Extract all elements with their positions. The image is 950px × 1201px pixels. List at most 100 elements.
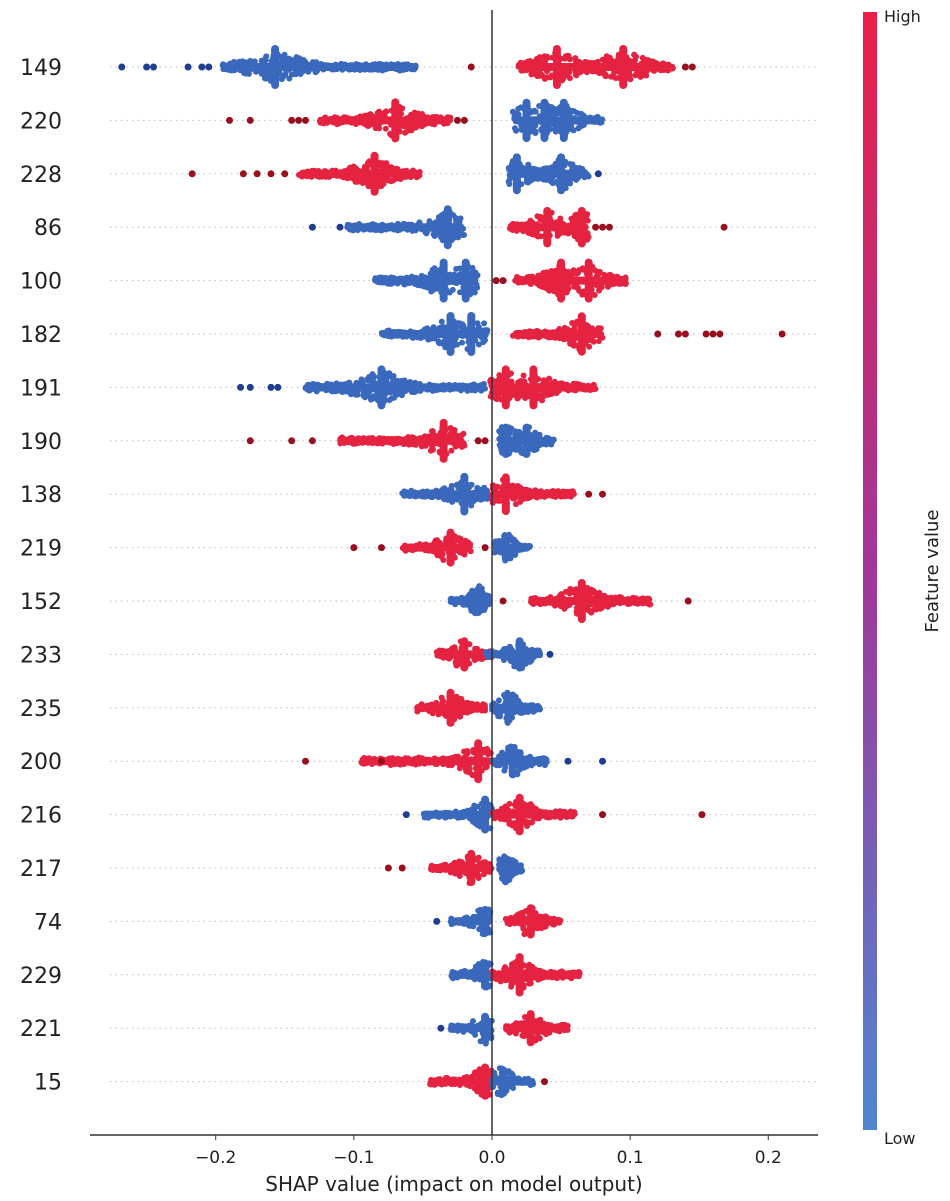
outlier-point	[246, 116, 254, 124]
point	[566, 55, 573, 62]
point	[572, 342, 579, 349]
point	[367, 396, 374, 403]
point	[552, 126, 559, 133]
point	[612, 74, 619, 81]
point	[446, 289, 453, 296]
point	[258, 70, 265, 77]
point	[603, 53, 610, 60]
outlier-point	[709, 330, 717, 338]
point	[455, 535, 462, 542]
point-band	[298, 169, 421, 178]
outlier-point	[336, 223, 344, 231]
point	[379, 110, 386, 117]
outlier-point	[460, 116, 468, 124]
point-band	[402, 490, 490, 499]
point-band	[498, 436, 555, 445]
cluster-high	[399, 528, 474, 567]
point-band	[494, 543, 531, 552]
point	[364, 159, 371, 166]
outlier-point	[674, 330, 682, 338]
point-band	[374, 276, 479, 285]
point	[534, 233, 541, 240]
point	[574, 109, 581, 116]
point-band	[508, 169, 589, 178]
outlier-point	[492, 277, 500, 285]
point	[540, 377, 547, 384]
point-band	[509, 223, 589, 232]
point-band	[381, 330, 488, 338]
outlier-point	[681, 63, 689, 71]
cluster-low	[302, 365, 488, 410]
outlier-point	[205, 63, 213, 71]
point-band	[305, 383, 486, 392]
point	[382, 125, 389, 132]
point	[362, 176, 369, 183]
point-band	[346, 223, 465, 232]
outlier-point	[295, 116, 303, 124]
cluster-low	[491, 531, 533, 564]
outlier-point	[499, 277, 507, 285]
outlier-point	[184, 63, 192, 71]
point	[586, 343, 593, 350]
point	[596, 287, 603, 294]
cluster-high	[295, 151, 423, 196]
point	[288, 71, 295, 78]
outlier-point	[246, 383, 254, 391]
outlier-point	[308, 223, 316, 231]
point	[560, 71, 567, 78]
point	[354, 178, 361, 185]
outlier-point	[702, 330, 710, 338]
cluster-high	[337, 418, 468, 463]
point	[438, 318, 445, 325]
point	[408, 127, 415, 134]
outlier-point	[453, 116, 461, 124]
outlier-point	[716, 330, 724, 338]
point	[457, 698, 464, 705]
point-band	[512, 116, 603, 125]
outlier-point	[377, 544, 385, 552]
point	[537, 70, 544, 77]
point	[430, 231, 437, 238]
outlier-point	[684, 597, 692, 605]
point	[489, 482, 496, 489]
point	[358, 376, 365, 383]
outlier-point	[274, 383, 282, 391]
outlier-point	[237, 383, 245, 391]
gridlines	[110, 66, 818, 1083]
point	[386, 373, 393, 380]
cluster-high	[316, 98, 454, 143]
outlier-point	[118, 63, 126, 71]
point	[512, 693, 519, 700]
point	[265, 73, 272, 80]
outlier-point	[350, 544, 358, 552]
point	[643, 72, 650, 79]
point-band	[514, 276, 628, 285]
point	[548, 178, 555, 185]
point	[566, 75, 573, 82]
point	[523, 391, 530, 398]
point	[632, 72, 639, 79]
point-band	[450, 597, 490, 605]
point	[412, 124, 419, 131]
point	[402, 129, 409, 136]
point	[468, 606, 475, 613]
point-band	[491, 490, 575, 499]
point	[460, 430, 467, 437]
point	[495, 697, 502, 704]
point	[566, 590, 573, 597]
cluster-high	[487, 365, 599, 410]
point-band	[518, 63, 673, 71]
cluster-high	[507, 206, 592, 248]
outlier-point	[592, 223, 600, 231]
point	[376, 125, 383, 132]
point	[251, 58, 258, 65]
point	[529, 108, 536, 115]
cluster-low	[344, 205, 468, 250]
point	[586, 607, 593, 614]
outlier-point	[281, 170, 289, 178]
point-band	[512, 330, 603, 338]
point	[401, 377, 408, 384]
point	[505, 178, 512, 185]
point	[278, 76, 285, 83]
